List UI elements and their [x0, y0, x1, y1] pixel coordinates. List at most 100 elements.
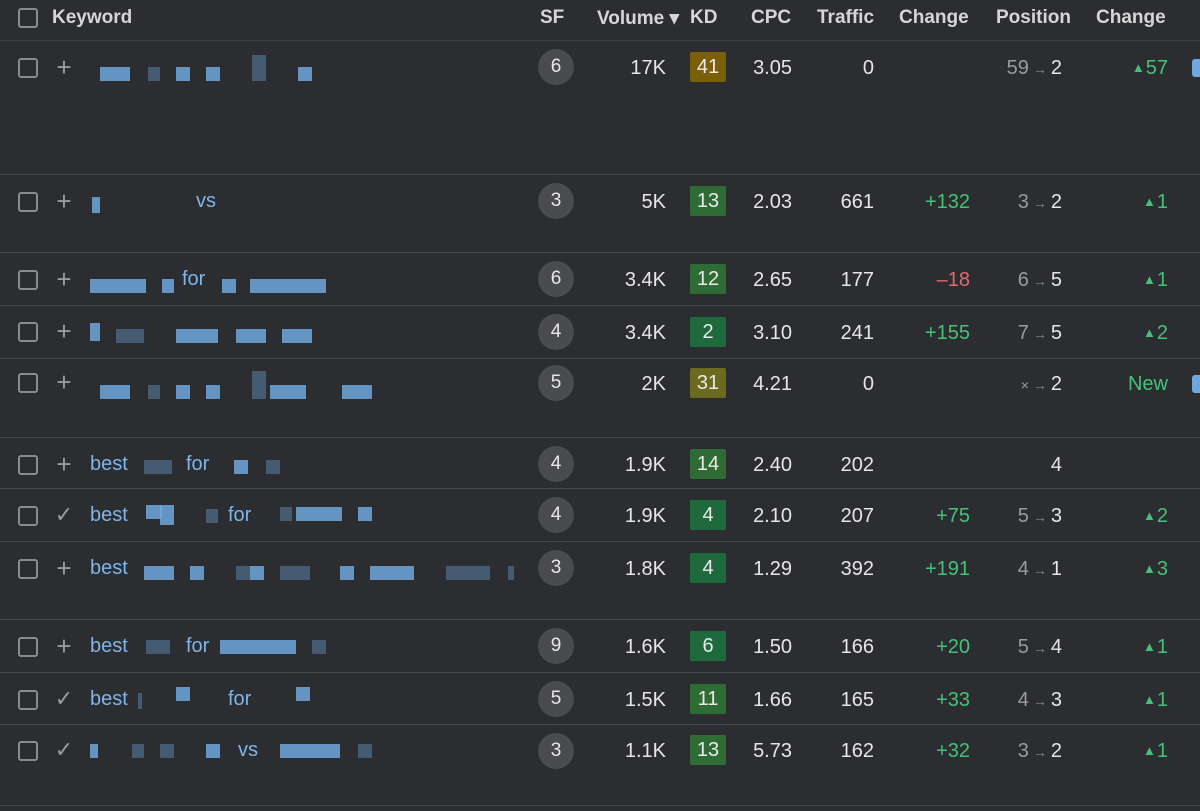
kd-badge: 13 — [690, 186, 726, 216]
keyword-link[interactable]: best for — [90, 687, 530, 711]
position-change: ▲1 — [1143, 636, 1168, 658]
comment-icon[interactable] — [1192, 59, 1200, 77]
traffic-change: +32 — [936, 740, 970, 762]
keyword-link[interactable]: best for — [90, 634, 530, 658]
check-icon[interactable]: ✓ — [54, 502, 74, 527]
keyword-link[interactable] — [90, 369, 530, 399]
header-volume[interactable]: Volume ▾ — [597, 8, 680, 29]
volume-value: 3.4K — [624, 322, 666, 344]
position-change: ▲2 — [1143, 322, 1168, 344]
table-row[interactable]: + 5 2K 31 4.21 0 × → 2 New — [0, 359, 1200, 438]
header-position[interactable]: Position — [996, 7, 1071, 28]
sf-badge[interactable]: 5 — [538, 681, 574, 717]
volume-value: 5K — [641, 191, 666, 213]
up-triangle-icon: ▲ — [1143, 561, 1156, 576]
add-keyword-icon[interactable]: + — [56, 631, 72, 661]
select-all-checkbox[interactable] — [18, 8, 38, 28]
table-row[interactable]: + 4 3.4K 2 3.10 241 +155 7 → 5 ▲2 — [0, 306, 1200, 359]
up-triangle-icon: ▲ — [1143, 743, 1156, 758]
kd-badge: 14 — [690, 449, 726, 479]
cpc-value: 2.40 — [753, 454, 792, 476]
row-checkbox[interactable] — [18, 741, 38, 761]
sf-badge[interactable]: 6 — [538, 261, 574, 297]
header-cpc[interactable]: CPC — [751, 7, 792, 28]
add-keyword-icon[interactable]: + — [56, 367, 72, 397]
table-row[interactable]: + vs 3 5K 13 2.03 661 +132 3 → 2 ▲1 — [0, 175, 1200, 253]
table-row[interactable]: + for 6 3.4K 12 2.65 177 –18 6 → 5 ▲1 — [0, 253, 1200, 306]
cpc-value: 3.10 — [753, 322, 792, 344]
kd-badge: 13 — [690, 735, 726, 765]
kd-badge: 6 — [690, 631, 726, 661]
header-keyword[interactable]: Keyword — [52, 7, 133, 28]
sf-badge[interactable]: 4 — [538, 446, 574, 482]
traffic-change: –18 — [936, 269, 970, 291]
keyword-link[interactable]: best — [90, 556, 530, 580]
position-change: ▲1 — [1143, 740, 1168, 762]
sf-badge[interactable]: 3 — [538, 550, 574, 586]
header-kd[interactable]: KD — [690, 7, 718, 28]
volume-value: 1.9K — [624, 454, 666, 476]
table-row[interactable]: ✓ vs 3 1.1K 13 5.73 162 +32 3 → 2 ▲1 — [0, 725, 1200, 806]
row-checkbox[interactable] — [18, 58, 38, 78]
traffic-value: 0 — [862, 57, 874, 79]
row-checkbox[interactable] — [18, 559, 38, 579]
add-keyword-icon[interactable]: + — [56, 316, 72, 346]
header-position-change[interactable]: Change — [1096, 7, 1166, 28]
sf-badge[interactable]: 3 — [538, 733, 574, 769]
sf-badge[interactable]: 6 — [538, 49, 574, 85]
sf-badge[interactable]: 3 — [538, 183, 574, 219]
row-checkbox[interactable] — [18, 322, 38, 342]
table-row[interactable]: ✓ best for 4 1.9K 4 2.10 207 +75 5 → 3 ▲2 — [0, 489, 1200, 542]
table-row[interactable]: + best 3 1.8K 4 1.29 392 +191 4 → 1 ▲3 — [0, 542, 1200, 620]
position-value: 5 → 4 — [1017, 636, 1062, 658]
volume-value: 1.8K — [624, 558, 666, 580]
header-change[interactable]: Change — [899, 7, 969, 28]
row-checkbox[interactable] — [18, 455, 38, 475]
header-traffic[interactable]: Traffic — [817, 7, 875, 28]
add-keyword-icon[interactable]: + — [56, 186, 72, 216]
position-change: New — [1127, 373, 1168, 395]
keyword-link[interactable]: best for — [90, 452, 530, 476]
keyword-link[interactable]: for — [90, 267, 530, 293]
keyword-link[interactable]: best for — [90, 503, 530, 527]
traffic-value: 207 — [840, 505, 874, 527]
volume-value: 1.5K — [624, 689, 666, 711]
add-keyword-icon[interactable]: + — [56, 52, 72, 82]
traffic-change: +33 — [936, 689, 970, 711]
row-checkbox[interactable] — [18, 192, 38, 212]
position-value: 4 → 1 — [1017, 558, 1062, 580]
add-keyword-icon[interactable]: + — [56, 553, 72, 583]
row-checkbox[interactable] — [18, 690, 38, 710]
table-row[interactable]: + 6 17K 41 3.05 0 59 → 2 ▲57 — [0, 41, 1200, 175]
add-keyword-icon[interactable]: + — [56, 264, 72, 294]
keyword-link[interactable] — [90, 55, 530, 81]
comment-icon[interactable] — [1192, 375, 1200, 393]
kd-badge: 12 — [690, 264, 726, 294]
traffic-change: +155 — [924, 322, 970, 344]
keyword-link[interactable]: vs — [90, 189, 530, 213]
volume-value: 1.9K — [624, 505, 666, 527]
cpc-value: 2.03 — [753, 191, 792, 213]
row-checkbox[interactable] — [18, 637, 38, 657]
table-row[interactable]: + best for 4 1.9K 14 2.40 202 4 — [0, 438, 1200, 489]
sf-badge[interactable]: 4 — [538, 314, 574, 350]
check-icon[interactable]: ✓ — [54, 686, 74, 711]
row-checkbox[interactable] — [18, 373, 38, 393]
header-sf[interactable]: SF — [540, 7, 565, 28]
keyword-link[interactable] — [90, 319, 530, 343]
add-keyword-icon[interactable]: + — [56, 449, 72, 479]
cpc-value: 2.65 — [753, 269, 792, 291]
sf-badge[interactable]: 5 — [538, 365, 574, 401]
up-triangle-icon: ▲ — [1143, 325, 1156, 340]
row-checkbox[interactable] — [18, 506, 38, 526]
table-row[interactable]: + best for 9 1.6K 6 1.50 166 +20 5 → 4 ▲1 — [0, 620, 1200, 673]
row-checkbox[interactable] — [18, 270, 38, 290]
cpc-value: 5.73 — [753, 740, 792, 762]
table-row[interactable]: ✓ best for 5 1.5K 11 1.66 165 +33 4 → 3 ▲1 — [0, 673, 1200, 725]
sf-badge[interactable]: 4 — [538, 497, 574, 533]
traffic-change: +191 — [924, 558, 970, 580]
check-icon[interactable]: ✓ — [54, 737, 74, 762]
position-value: × → 2 — [1020, 373, 1062, 395]
keyword-link[interactable]: vs — [90, 738, 530, 762]
sf-badge[interactable]: 9 — [538, 628, 574, 664]
